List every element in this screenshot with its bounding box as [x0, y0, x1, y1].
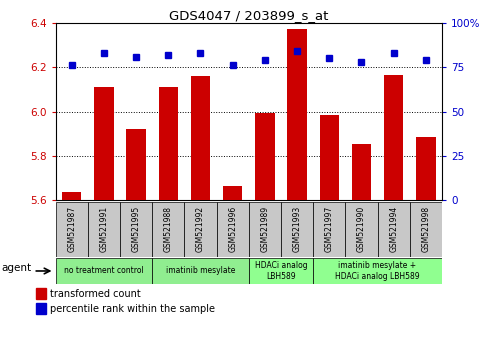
Text: GSM521995: GSM521995 — [131, 206, 141, 252]
Bar — [378, 202, 410, 257]
Title: GDS4047 / 203899_s_at: GDS4047 / 203899_s_at — [169, 9, 328, 22]
Text: percentile rank within the sample: percentile rank within the sample — [50, 304, 215, 314]
Bar — [56, 258, 152, 284]
Bar — [313, 202, 345, 257]
Bar — [62, 192, 81, 200]
Bar — [410, 202, 442, 257]
Bar — [185, 202, 216, 257]
Bar — [352, 144, 371, 200]
Bar — [120, 202, 152, 257]
Bar — [287, 29, 307, 200]
Bar — [158, 87, 178, 200]
Text: imatinib mesylate: imatinib mesylate — [166, 267, 235, 275]
Bar — [249, 202, 281, 257]
Text: GSM521997: GSM521997 — [325, 206, 334, 252]
Bar — [416, 137, 436, 200]
Text: transformed count: transformed count — [50, 289, 141, 298]
Bar — [320, 115, 339, 200]
Bar — [88, 202, 120, 257]
Text: GSM521991: GSM521991 — [99, 206, 108, 252]
Bar — [127, 129, 146, 200]
Bar — [345, 202, 378, 257]
Text: agent: agent — [1, 263, 31, 273]
Bar — [255, 113, 274, 200]
Text: GSM521998: GSM521998 — [421, 206, 430, 252]
Text: GSM521989: GSM521989 — [260, 206, 270, 252]
Text: GSM521988: GSM521988 — [164, 206, 173, 252]
Text: HDACi analog
LBH589: HDACi analog LBH589 — [255, 261, 307, 281]
Bar — [191, 76, 210, 200]
Bar — [36, 288, 46, 299]
Text: GSM521996: GSM521996 — [228, 206, 237, 252]
Text: GSM521987: GSM521987 — [67, 206, 76, 252]
Bar — [152, 202, 185, 257]
Text: imatinib mesylate +
HDACi analog LBH589: imatinib mesylate + HDACi analog LBH589 — [335, 261, 420, 281]
Text: GSM521994: GSM521994 — [389, 206, 398, 252]
Bar — [36, 303, 46, 314]
Bar — [313, 258, 442, 284]
Bar — [56, 202, 88, 257]
Text: GSM521993: GSM521993 — [293, 206, 301, 252]
Text: GSM521992: GSM521992 — [196, 206, 205, 252]
Bar — [94, 87, 114, 200]
Bar — [249, 258, 313, 284]
Bar — [281, 202, 313, 257]
Text: GSM521990: GSM521990 — [357, 206, 366, 252]
Bar — [216, 202, 249, 257]
Bar — [384, 75, 403, 200]
Text: no treatment control: no treatment control — [64, 267, 144, 275]
Bar — [223, 185, 242, 200]
Bar — [152, 258, 249, 284]
